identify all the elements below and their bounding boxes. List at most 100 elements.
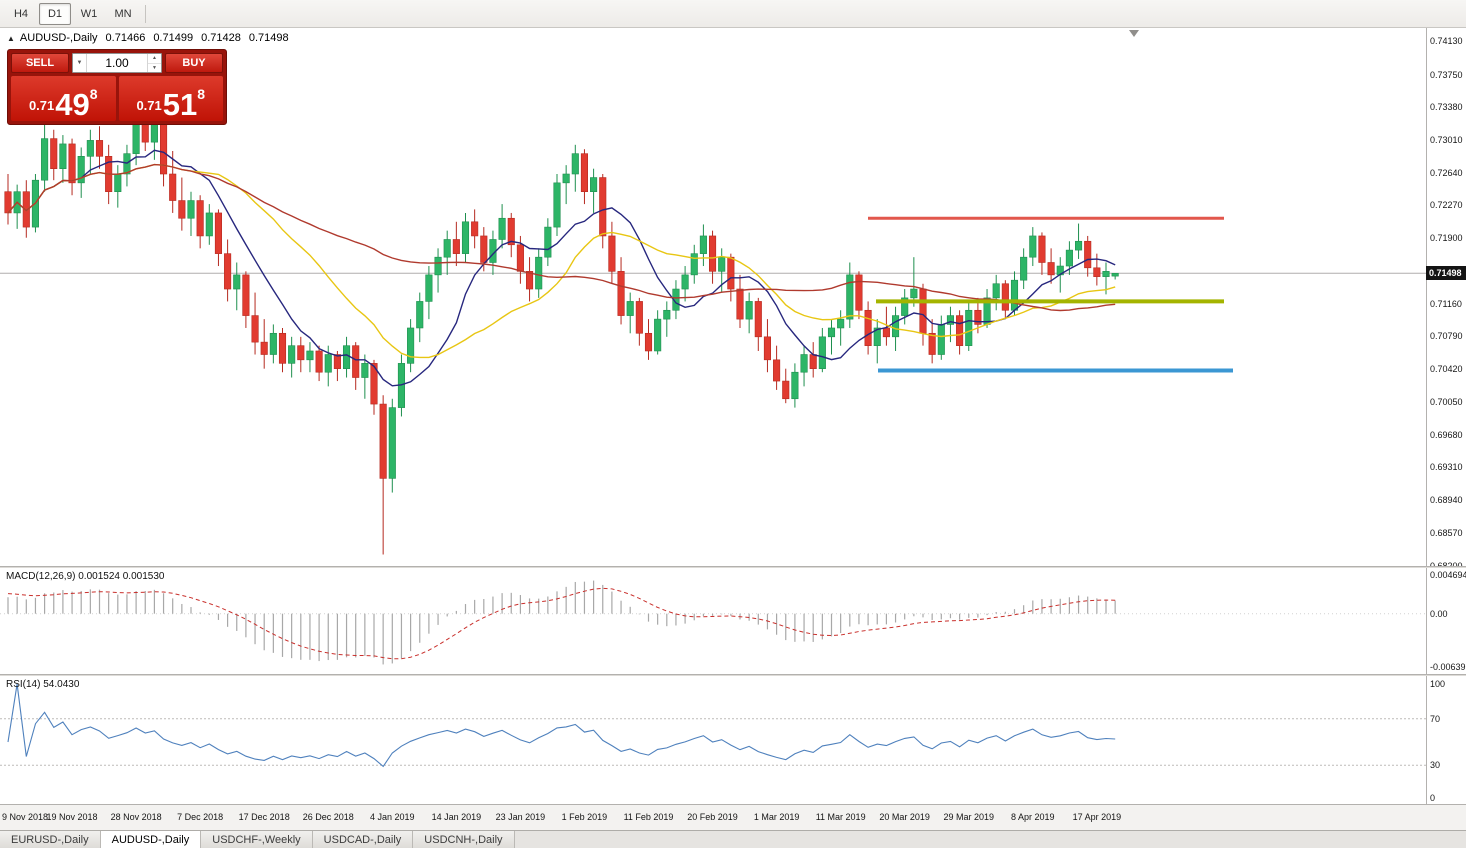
rsi-level-lines [0, 718, 1426, 766]
horizontal-lines-layer [868, 216, 1233, 373]
price-axis-label: 0.70790 [1430, 331, 1463, 342]
chart-tabs-bar: EURUSD-,Daily AUDUSD-,Daily USDCHF-,Weekly… [0, 830, 1466, 848]
rsi-canvas[interactable] [0, 676, 1426, 804]
time-axis-label: 28 Nov 2018 [110, 812, 162, 822]
time-axis-label: 14 Jan 2019 [431, 812, 482, 822]
pane-splitter-1[interactable] [0, 566, 1466, 568]
time-axis-label: 4 Jan 2019 [370, 812, 415, 822]
time-axis-label: 17 Dec 2018 [238, 812, 290, 822]
symbol-tab-audusd-daily[interactable]: AUDUSD-,Daily [100, 831, 202, 848]
price-axis-label: 0.73010 [1430, 134, 1463, 145]
sell-price-display[interactable]: 0.71 49 8 [11, 76, 116, 121]
price-chart-pane: ▲ AUDUSD-,Daily 0.71466 0.71499 0.71428 … [0, 28, 1466, 566]
ohlc-low: 0.71428 [201, 32, 241, 44]
price-axis-label: 0.69680 [1430, 429, 1463, 440]
time-axis-label: 1 Mar 2019 [753, 812, 800, 822]
price-axis-label: 0.72270 [1430, 200, 1463, 211]
time-axis-label: 20 Mar 2019 [879, 812, 930, 822]
macd-pane: MACD(12,26,9) 0.001524 0.001530 0.004694… [0, 568, 1466, 674]
symbol-tab-eurusd-daily[interactable]: EURUSD-,Daily [0, 831, 101, 848]
price-axis-label: 0.73380 [1430, 102, 1463, 113]
buy-price-big-digits: 51 [162, 86, 198, 122]
price-axis-label: 0.70050 [1430, 396, 1463, 407]
price-axis[interactable]: 0.74130 0.73750 0.73380 0.73010 0.72640 0.722… [1426, 28, 1466, 566]
time-axis-label: 26 Dec 2018 [302, 812, 354, 822]
buy-button[interactable]: BUY [165, 53, 223, 73]
moving-averages-layer [7, 149, 1116, 387]
ohlc-open: 0.71466 [105, 32, 146, 44]
volume-dropdown-icon[interactable]: ▼ [73, 54, 87, 72]
price-axis-label: 0.72640 [1430, 167, 1463, 178]
price-axis-label: 0.70420 [1430, 364, 1463, 375]
time-axis-label: 7 Dec 2018 [177, 812, 224, 822]
price-axis-label: 0.68570 [1430, 527, 1463, 538]
toolbar-separator [145, 4, 146, 23]
macd-label: MACD(12,26,9) 0.001524 0.001530 [6, 571, 165, 582]
one-click-trading-panel: SELL ▼ 1.00 ▲ ▼ BUY 0.71 49 8 [7, 49, 227, 125]
rsi-axis-label: 100 [1430, 679, 1446, 689]
price-axis-label: 0.71160 [1430, 298, 1462, 309]
buy-price-pip-digit: 8 [197, 86, 206, 102]
time-axis-label: 20 Feb 2019 [687, 812, 738, 822]
rsi-line [7, 683, 1116, 768]
rsi-axis-label: 30 [1430, 760, 1441, 771]
rsi-pane: RSI(14) 54.0430 100 70 30 0 [0, 676, 1466, 804]
time-axis-label: 11 Feb 2019 [623, 812, 674, 822]
rsi-axis[interactable]: 100 70 30 0 [1426, 676, 1466, 804]
timeframe-toolbar: H4 D1 W1 MN [0, 0, 1466, 28]
timeframe-button-w1[interactable]: W1 [80, 7, 98, 20]
macd-canvas[interactable] [0, 568, 1426, 674]
one-click-panel-toggle-icon[interactable]: ▲ [7, 33, 15, 43]
symbol-tab-usdchf-weekly[interactable]: USDCHF-,Weekly [201, 831, 313, 848]
volume-control: ▼ 1.00 ▲ ▼ [72, 53, 162, 73]
volume-increase-button[interactable]: ▲ [148, 54, 161, 64]
pane-splitter-2[interactable] [0, 674, 1466, 676]
rsi-axis-label: 70 [1430, 713, 1441, 724]
time-axis-label: 8 Apr 2019 [1011, 812, 1055, 822]
price-axis-label: 0.71900 [1430, 233, 1463, 244]
sell-button[interactable]: SELL [11, 53, 69, 73]
time-axis-label: 11 Mar 2019 [815, 812, 866, 822]
macd-histogram [7, 580, 1116, 665]
chart-panes: ▲ AUDUSD-,Daily 0.71466 0.71499 0.71428 … [0, 28, 1466, 830]
price-axis-label: 0.68940 [1430, 495, 1463, 506]
sell-price-prefix: 0.71 [28, 98, 55, 113]
sell-price-pip-digit: 8 [89, 86, 98, 102]
price-axis-label: 0.74130 [1430, 35, 1463, 46]
volume-spinner: ▲ ▼ [147, 54, 161, 72]
rsi-label: RSI(14) 54.0430 [6, 679, 80, 690]
time-axis-label: 29 Mar 2019 [943, 812, 995, 822]
macd-axis-label: 0.004694 [1430, 570, 1466, 580]
time-axis-label: 19 Nov 2018 [46, 812, 98, 822]
time-axis-label: 23 Jan 2019 [495, 812, 546, 822]
symbol-tab-usdcnh-daily[interactable]: USDCNH-,Daily [413, 831, 515, 848]
timeframe-button-group: H4 D1 W1 MN [5, 2, 139, 25]
rsi-axis-label: 0 [1430, 793, 1436, 803]
sell-price-big-digits: 49 [55, 86, 90, 122]
chart-title: AUDUSD-,Daily [19, 32, 98, 44]
macd-signal-line [7, 587, 1116, 660]
volume-input[interactable]: 1.00 [105, 56, 129, 70]
volume-decrease-button[interactable]: ▼ [152, 64, 157, 71]
buy-price-prefix: 0.71 [136, 98, 162, 113]
timeframe-button-d1[interactable]: D1 [39, 2, 71, 25]
candles-layer [4, 103, 1119, 555]
ohlc-high: 0.71499 [153, 32, 194, 44]
current-price-tag: 0.71498 [1426, 266, 1466, 281]
price-axis-label: 0.69310 [1430, 462, 1463, 473]
time-axis-label: 1 Feb 2019 [561, 812, 608, 822]
symbol-tab-usdcad-daily[interactable]: USDCAD-,Daily [312, 831, 414, 848]
timeframe-button-mn[interactable]: MN [114, 7, 132, 20]
macd-axis[interactable]: 0.004694 0.00 -0.00639 [1426, 568, 1466, 674]
chart-ohlc-header: ▲ AUDUSD-,Daily 0.71466 0.71499 0.71428 … [7, 32, 289, 44]
price-axis-label: 0.68200 [1430, 560, 1463, 566]
timeframe-button-h4[interactable]: H4 [13, 7, 29, 20]
time-axis-label: 17 Apr 2019 [1072, 812, 1122, 822]
chart-shift-marker[interactable] [1129, 30, 1139, 37]
price-chart-canvas[interactable] [0, 28, 1426, 566]
buy-price-display[interactable]: 0.71 51 8 [118, 76, 223, 122]
time-axis[interactable]: 9 Nov 2018 19 Nov 2018 28 Nov 2018 7 Dec 20… [0, 804, 1466, 830]
ohlc-close: 0.71498 [248, 32, 289, 44]
price-axis-label: 0.73750 [1430, 69, 1463, 80]
